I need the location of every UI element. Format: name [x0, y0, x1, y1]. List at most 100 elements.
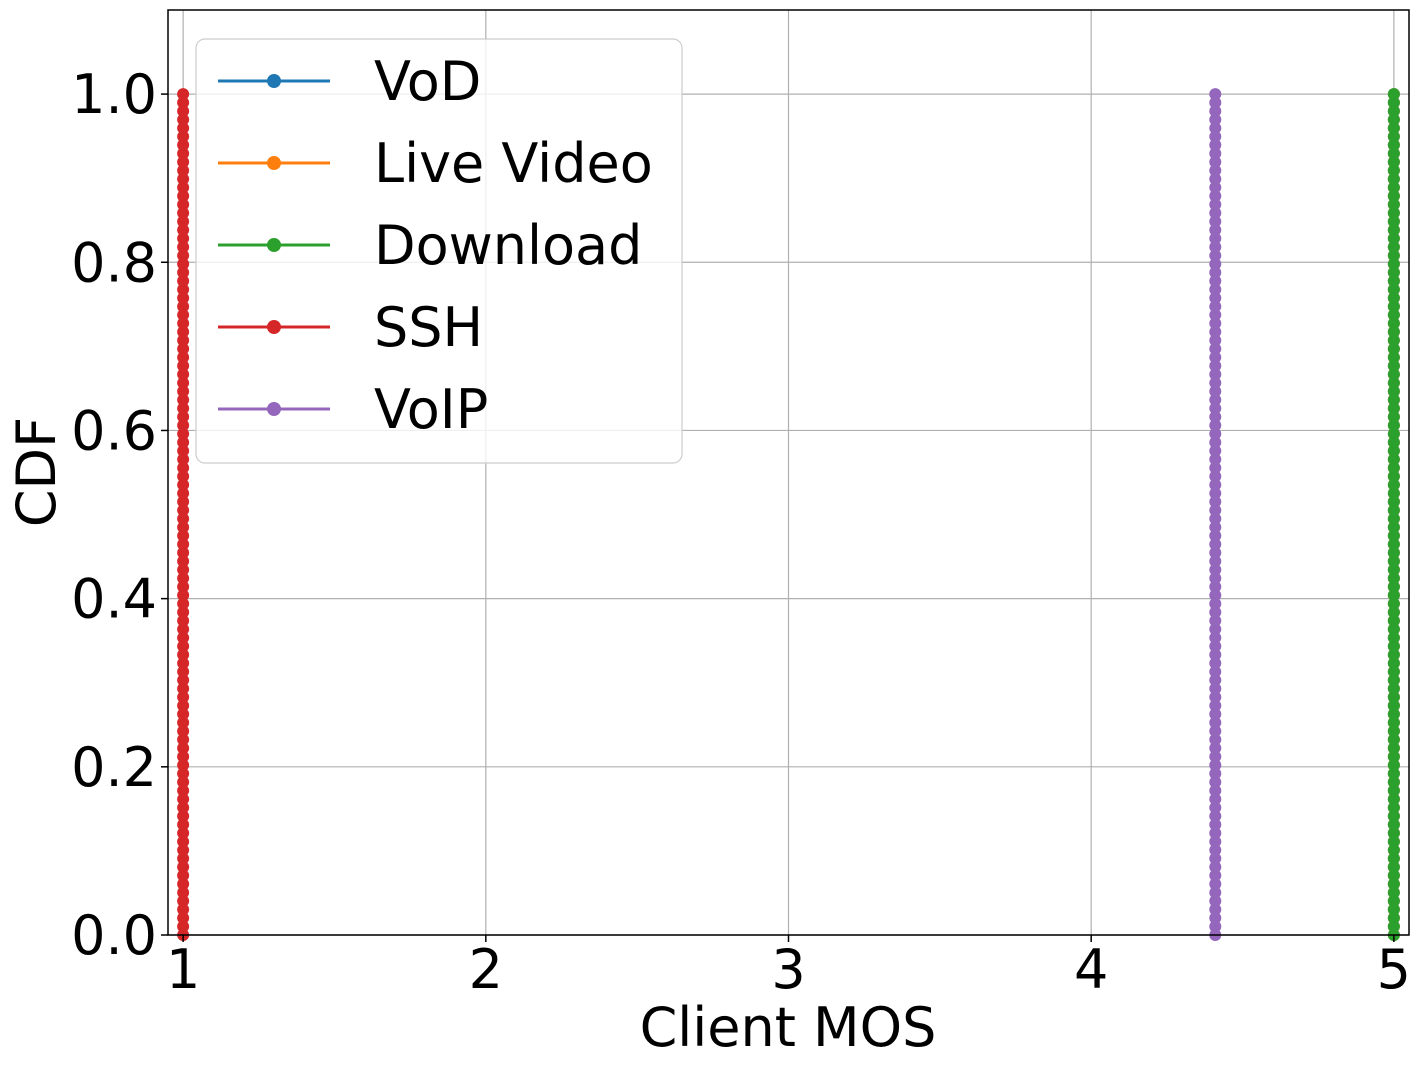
data-point: [177, 410, 190, 423]
y-tick-label: 0.2: [71, 736, 157, 799]
data-point: [1209, 190, 1222, 203]
data-point: [177, 283, 190, 296]
data-point: [1387, 223, 1400, 236]
data-point: [1209, 529, 1222, 542]
data-point: [1387, 410, 1400, 423]
data-point: [1387, 317, 1400, 330]
y-tick-label: 0.8: [71, 231, 157, 294]
data-point: [1387, 708, 1400, 721]
data-point: [1209, 419, 1222, 432]
legend-item: VoIP: [218, 378, 488, 441]
data-point: [177, 631, 190, 644]
data-point: [177, 300, 190, 313]
data-point: [1209, 181, 1222, 194]
x-tick-label: 4: [1074, 938, 1108, 1001]
data-point: [177, 623, 190, 636]
data-point: [177, 716, 190, 729]
data-point: [1209, 96, 1222, 109]
data-point: [177, 699, 190, 712]
data-point: [177, 674, 190, 687]
series-layer: [177, 88, 1400, 941]
data-point: [177, 122, 190, 135]
x-tick-label: 5: [1377, 938, 1411, 1001]
data-point: [1209, 105, 1222, 118]
data-point: [177, 249, 190, 262]
y-tick-label: 1.0: [71, 63, 157, 126]
data-point: [1387, 784, 1400, 797]
data-point: [177, 393, 190, 406]
data-point: [1209, 139, 1222, 152]
data-point: [1209, 878, 1222, 891]
data-point: [1387, 308, 1400, 321]
data-point: [1387, 682, 1400, 695]
data-point: [1387, 249, 1400, 262]
data-point: [177, 767, 190, 780]
data-point: [177, 886, 190, 899]
legend-marker: [267, 74, 281, 88]
data-point: [177, 691, 190, 704]
data-point: [1209, 113, 1222, 126]
data-point: [177, 105, 190, 118]
data-point: [1209, 810, 1222, 823]
data-point: [177, 640, 190, 653]
data-point: [1387, 691, 1400, 704]
data-point: [1209, 835, 1222, 848]
data-point: [1209, 368, 1222, 381]
data-point: [1209, 776, 1222, 789]
data-point: [1387, 920, 1400, 933]
data-point: [1387, 393, 1400, 406]
data-point: [1387, 563, 1400, 576]
data-point: [1209, 886, 1222, 899]
data-point: [1387, 453, 1400, 466]
data-point: [177, 529, 190, 542]
legend-frame: [195, 38, 683, 464]
data-point: [1209, 173, 1222, 186]
data-point: [1209, 283, 1222, 296]
data-point: [1387, 495, 1400, 508]
data-point: [1209, 512, 1222, 525]
data-point: [1209, 240, 1222, 253]
data-point: [177, 359, 190, 372]
data-point: [1387, 869, 1400, 882]
data-point: [177, 164, 190, 177]
data-point: [177, 589, 190, 602]
data-point: [177, 597, 190, 610]
y-axis-label: CDF: [5, 417, 68, 527]
legend-label: SSH: [374, 296, 483, 359]
data-point: [1209, 597, 1222, 610]
data-point: [1209, 376, 1222, 389]
data-point: [177, 130, 190, 143]
data-point: [1209, 325, 1222, 338]
data-point: [1387, 444, 1400, 457]
data-point: [1209, 223, 1222, 236]
data-point: [1209, 461, 1222, 474]
legend-marker: [267, 156, 281, 170]
data-point: [177, 96, 190, 109]
x-axis-ticks: 1 2 3 4 5: [166, 935, 1411, 1001]
data-point: [177, 504, 190, 517]
data-point: [1209, 665, 1222, 678]
x-tick-label: 3: [771, 938, 805, 1001]
data-point: [177, 207, 190, 220]
data-point: [1387, 589, 1400, 602]
data-point: [177, 113, 190, 126]
data-point: [1209, 750, 1222, 763]
legend: VoD Live Video Download SSH VoIP: [195, 38, 683, 464]
data-point: [177, 478, 190, 491]
data-point: [1209, 291, 1222, 304]
x-tick-label: 1: [166, 938, 200, 1001]
data-point: [177, 88, 190, 101]
data-point: [1209, 232, 1222, 245]
data-point: [177, 240, 190, 253]
data-point: [1387, 597, 1400, 610]
data-point: [177, 181, 190, 194]
data-point: [1209, 427, 1222, 440]
data-point: [1209, 198, 1222, 211]
data-point: [177, 852, 190, 865]
data-point: [177, 419, 190, 432]
data-point: [1387, 580, 1400, 593]
legend-label: VoD: [374, 50, 481, 113]
data-point: [1387, 852, 1400, 865]
data-point: [177, 402, 190, 415]
